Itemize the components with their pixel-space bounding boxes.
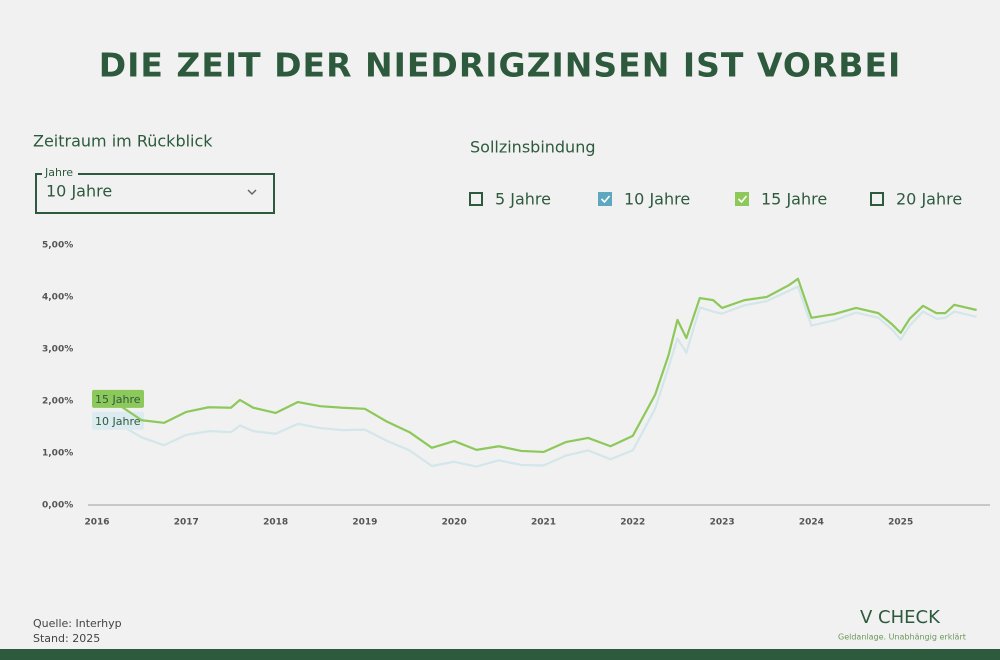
series-line	[96, 277, 977, 454]
select-value[interactable]: 10 Jahre	[46, 182, 112, 201]
series-label-bg	[92, 411, 144, 430]
x-tick-label: 2024	[799, 518, 824, 528]
y-tick-label: 2,00%	[42, 397, 73, 407]
series-label: 10 Jahre	[95, 415, 141, 428]
option-label[interactable]: 5 Jahre	[495, 190, 551, 209]
select-box[interactable]	[35, 173, 275, 214]
series-label-bg	[92, 389, 144, 408]
page-title: DIE ZEIT DER NIEDRIGZINSEN IST VORBEI	[99, 46, 902, 85]
option-label[interactable]: 10 Jahre	[624, 190, 690, 209]
binding-options: 5 Jahre 10 Jahre 15 Jahre 20 Jahre	[469, 190, 962, 209]
checkbox[interactable]	[469, 192, 483, 206]
logo-name: V CHECK	[860, 607, 941, 628]
logo-tagline: Geldanlage. Unabhängig erklärt	[838, 633, 966, 642]
y-tick-label: 4,00%	[42, 293, 73, 303]
x-tick-label: 2017	[174, 518, 199, 528]
x-tick-label: 2025	[888, 518, 913, 528]
date: Stand: 2025	[33, 632, 100, 645]
checkmark	[737, 195, 748, 204]
series-label: 15 Jahre	[95, 393, 141, 406]
option-label[interactable]: 20 Jahre	[896, 190, 962, 209]
binding-label: Sollzinsbindung	[470, 138, 596, 157]
x-tick-label: 2019	[352, 518, 377, 528]
footer-bar	[0, 649, 1000, 660]
x-tick-label: 2016	[84, 518, 109, 528]
period-select[interactable]: Jahre 10 Jahre	[35, 166, 275, 214]
checkmark	[600, 195, 611, 204]
y-tick-label: 3,00%	[42, 345, 73, 355]
source: Quelle: Interhyp	[33, 617, 122, 630]
x-tick-label: 2022	[620, 518, 645, 528]
select-arrow	[247, 189, 257, 196]
option-label[interactable]: 15 Jahre	[761, 190, 827, 209]
chart: 0,00% 1,00% 2,00% 3,00% 4,00% 5,00% 2016 2017 20…	[42, 241, 990, 528]
x-tick-label: 2020	[442, 518, 467, 528]
checkbox[interactable]	[598, 192, 612, 206]
checkbox[interactable]	[735, 192, 749, 206]
period-label: Zeitraum im Rückblick	[33, 132, 213, 151]
select-legend: Jahre	[44, 166, 73, 179]
x-tick-label: 2023	[710, 518, 735, 528]
x-tick-label: 2021	[531, 518, 556, 528]
series-line	[96, 285, 977, 468]
x-tick-label: 2018	[263, 518, 288, 528]
y-tick-label: 0,00%	[42, 501, 73, 511]
y-tick-label: 5,00%	[42, 241, 73, 251]
checkbox[interactable]	[870, 192, 884, 206]
select-legend-bg	[42, 168, 78, 178]
y-tick-label: 1,00%	[42, 449, 73, 459]
